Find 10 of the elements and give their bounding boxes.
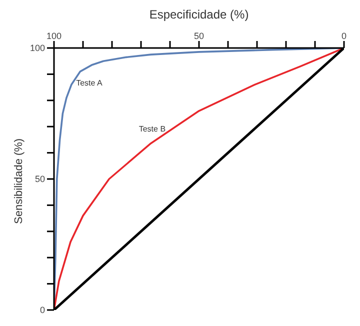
series-label: Teste B [138,124,166,134]
x-tick-label: 100 [46,31,62,41]
x-tick-label: 50 [194,31,204,41]
y-tick-label: 0 [40,305,45,316]
y-tick-label: 50 [34,174,45,184]
x-tick-label: 0 [341,31,347,41]
y-axis-title: Sensibilidade (%) [12,138,25,224]
y-tick-label: 100 [30,43,45,54]
series-label: Teste A [76,78,103,88]
x-axis-title: Especificidade (%) [149,8,249,22]
